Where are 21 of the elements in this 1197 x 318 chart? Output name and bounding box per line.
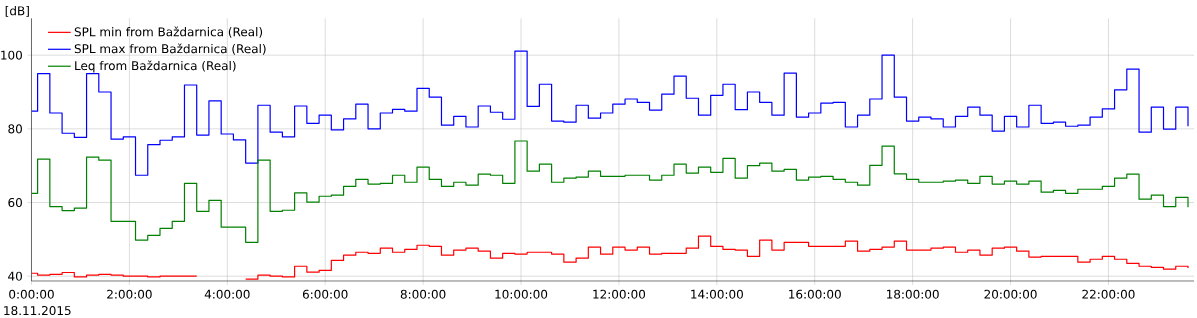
y-tick-label: 100 [1, 50, 22, 60]
text: 18.11.2015 [4, 305, 71, 316]
x-tick-label: 4:00:00 [204, 289, 250, 299]
x-tick-label: 16:00:00 [789, 289, 841, 299]
y-tick-label: 80 [8, 124, 22, 134]
x-tick-label: 12:00:00 [593, 289, 646, 299]
x-tick-label: 6:00:00 [302, 289, 348, 299]
y-tick-label: 40 [8, 271, 22, 281]
y-axis-title: [dB] [5, 6, 29, 17]
legend-label: Leq from Baždarnica (Real) [75, 60, 236, 73]
x-tick-label: 10:00:00 [495, 289, 548, 299]
x-tick-label: 8:00:00 [400, 289, 446, 299]
x-tick-label: 2:00:00 [107, 289, 152, 299]
x-tick-label: 0:00:00 [9, 289, 54, 299]
x-tick-label: 20:00:00 [984, 289, 1037, 299]
x-tick-label: 14:00:00 [691, 289, 743, 299]
legend-label: SPL max from Baždarnica (Real) [74, 43, 266, 55]
legend-label: SPL min from Baždarnica (Real) [74, 26, 263, 38]
y-tick-label: 60 [8, 197, 22, 208]
x-tick-label: 18:00:00 [887, 289, 939, 299]
x-tick-label: 22:00:00 [1082, 289, 1135, 299]
